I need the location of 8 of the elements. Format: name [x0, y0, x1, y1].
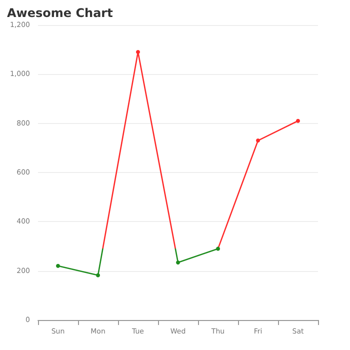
chart-title: Awesome Chart — [7, 6, 114, 20]
point — [296, 118, 300, 123]
point — [256, 138, 260, 143]
point — [136, 50, 140, 54]
point — [216, 246, 220, 251]
point — [56, 264, 60, 268]
point — [96, 273, 100, 278]
point — [176, 260, 180, 264]
